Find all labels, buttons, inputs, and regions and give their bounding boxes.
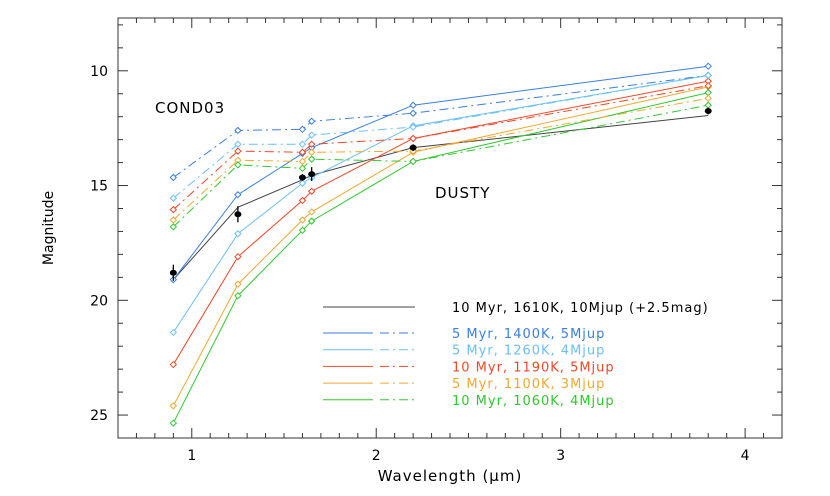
data-point-diamond bbox=[234, 291, 242, 300]
series-line-model bbox=[172, 115, 709, 280]
x-tick-label: 1 bbox=[187, 448, 196, 464]
y-axis-label: Magnitude bbox=[41, 191, 57, 265]
legend-label: 5 Myr, 1400K, 5Mjup bbox=[452, 327, 605, 342]
data-point-diamond bbox=[169, 205, 178, 214]
x-tick-label: 4 bbox=[741, 448, 750, 464]
series-line-dusty bbox=[172, 86, 709, 407]
legend-label: 10 Myr, 1610K, 10Mjup (+2.5mag) bbox=[452, 301, 709, 316]
series-line-dusty bbox=[172, 92, 709, 424]
legend-label: 5 Myr, 1260K, 4Mjup bbox=[452, 344, 605, 359]
data-point-diamond bbox=[704, 94, 712, 103]
series-line-dusty bbox=[172, 80, 709, 365]
observed-point bbox=[704, 107, 712, 114]
data-point-diamond bbox=[409, 109, 417, 117]
y-tick-label: 15 bbox=[90, 179, 108, 195]
data-point-diamond bbox=[298, 226, 307, 235]
x-tick-label: 3 bbox=[556, 448, 565, 464]
annotation-cond03: COND03 bbox=[155, 99, 225, 117]
data-point-diamond bbox=[704, 88, 712, 97]
data-point-diamond bbox=[307, 117, 316, 125]
series-line-cond03 bbox=[173, 74, 709, 178]
x-axis-label: Wavelength (μm) bbox=[378, 467, 523, 485]
data-point-diamond bbox=[307, 140, 316, 148]
plot-frame bbox=[117, 17, 783, 439]
data-point-diamond bbox=[298, 196, 307, 205]
series-line-dusty bbox=[172, 65, 709, 280]
data-point-diamond bbox=[307, 187, 316, 195]
data-point-diamond bbox=[169, 360, 178, 369]
y-tick-label: 10 bbox=[90, 64, 108, 80]
data-point-diamond bbox=[298, 125, 307, 134]
observed-point bbox=[409, 144, 417, 151]
data-point-diamond bbox=[169, 216, 178, 224]
data-point-diamond bbox=[307, 148, 316, 156]
data-point-diamond bbox=[298, 157, 307, 166]
series-line-cond03 bbox=[173, 74, 709, 199]
legend-label: 5 Myr, 1100K, 3Mjup bbox=[452, 377, 605, 392]
data-point-diamond bbox=[234, 126, 242, 135]
observed-point bbox=[234, 211, 242, 218]
data-point-diamond bbox=[704, 81, 712, 90]
data-point-diamond bbox=[307, 208, 316, 216]
data-point-diamond bbox=[169, 173, 178, 182]
data-point-diamond bbox=[234, 191, 242, 199]
series-line-cond03 bbox=[172, 97, 709, 221]
series-line-cond03 bbox=[172, 104, 709, 228]
data-point-diamond bbox=[409, 157, 417, 166]
data-point-diamond bbox=[234, 161, 242, 169]
data-point-diamond bbox=[169, 402, 178, 410]
observed-point bbox=[308, 171, 316, 178]
observed-point bbox=[298, 174, 306, 181]
data-point-diamond bbox=[307, 217, 316, 225]
data-point-diamond bbox=[704, 71, 712, 80]
data-point-diamond bbox=[704, 101, 712, 109]
series-line-cond03 bbox=[172, 85, 709, 211]
annotation-dusty: DUSTY bbox=[435, 184, 490, 202]
data-point-diamond bbox=[409, 123, 417, 131]
data-point-diamond bbox=[307, 131, 316, 139]
x-tick-label: 2 bbox=[372, 448, 381, 464]
data-point-diamond bbox=[298, 179, 307, 187]
data-point-diamond bbox=[169, 419, 178, 427]
data-point-diamond bbox=[409, 101, 417, 109]
legend-label: 10 Myr, 1060K, 4Mjup bbox=[452, 394, 615, 409]
legend-label: 10 Myr, 1190K, 5Mjup bbox=[452, 360, 615, 375]
y-tick-label: 25 bbox=[90, 408, 108, 424]
data-point-diamond bbox=[307, 155, 316, 163]
data-point-diamond bbox=[169, 194, 178, 202]
data-point-diamond bbox=[234, 252, 242, 261]
data-point-diamond bbox=[704, 62, 712, 70]
data-point-diamond bbox=[169, 223, 178, 231]
observed-point bbox=[169, 269, 177, 276]
data-point-diamond bbox=[234, 280, 242, 288]
data-point-diamond bbox=[409, 134, 417, 143]
data-point-diamond bbox=[298, 164, 307, 173]
data-point-diamond bbox=[234, 230, 242, 238]
data-point-diamond bbox=[169, 328, 178, 337]
data-point-diamond bbox=[234, 140, 242, 148]
data-point-diamond bbox=[298, 216, 307, 224]
data-point-diamond bbox=[234, 147, 242, 155]
series-line-dusty bbox=[172, 74, 709, 333]
data-point-diamond bbox=[298, 148, 307, 156]
y-tick-label: 20 bbox=[90, 293, 108, 309]
data-point-diamond bbox=[298, 140, 307, 148]
